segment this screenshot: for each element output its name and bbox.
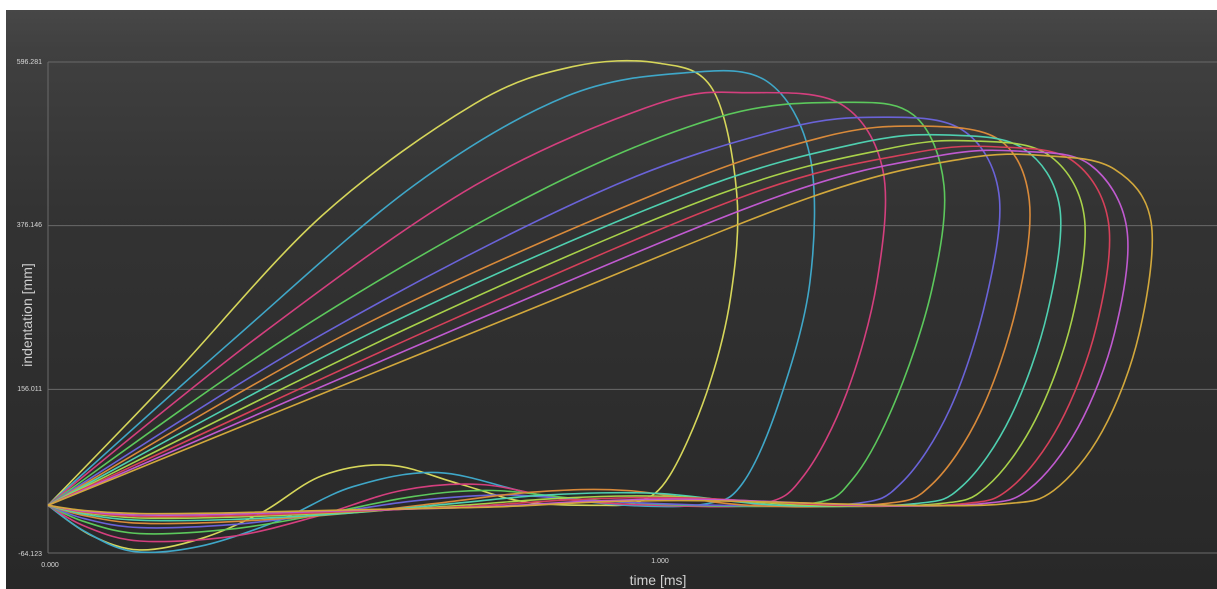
series-line-11 <box>47 153 1154 515</box>
series-line-5 <box>47 116 1001 529</box>
y-tick-label: 376.146 <box>17 222 42 229</box>
indentation-time-chart: 596.281 376.146 156.011 -64.123 0.000 1.… <box>17 59 1217 588</box>
y-axis-title: indentation [mm] <box>19 263 35 367</box>
series-line-7 <box>47 133 1062 522</box>
series-line-9 <box>47 145 1111 518</box>
series-line-4 <box>47 101 946 535</box>
grid-layer <box>47 61 1217 554</box>
tick-layer: 596.281 376.146 156.011 -64.123 0.000 1.… <box>17 59 669 569</box>
y-tick-label: 596.281 <box>17 59 42 66</box>
series-line-8 <box>47 139 1086 520</box>
series-layer <box>47 59 1154 554</box>
y-tick-label: 156.011 <box>17 386 42 393</box>
series-line-10 <box>47 149 1129 516</box>
series-line-3 <box>47 91 887 543</box>
series-line-2 <box>47 69 816 554</box>
x-tick-label: 1.000 <box>651 558 669 565</box>
plot-panel: 596.281 376.146 156.011 -64.123 0.000 1.… <box>6 10 1217 589</box>
series-line-6 <box>47 125 1031 525</box>
x-axis-title: time [ms] <box>630 572 687 588</box>
x-tick-label: 0.000 <box>41 562 59 569</box>
y-tick-label: -64.123 <box>18 551 42 558</box>
